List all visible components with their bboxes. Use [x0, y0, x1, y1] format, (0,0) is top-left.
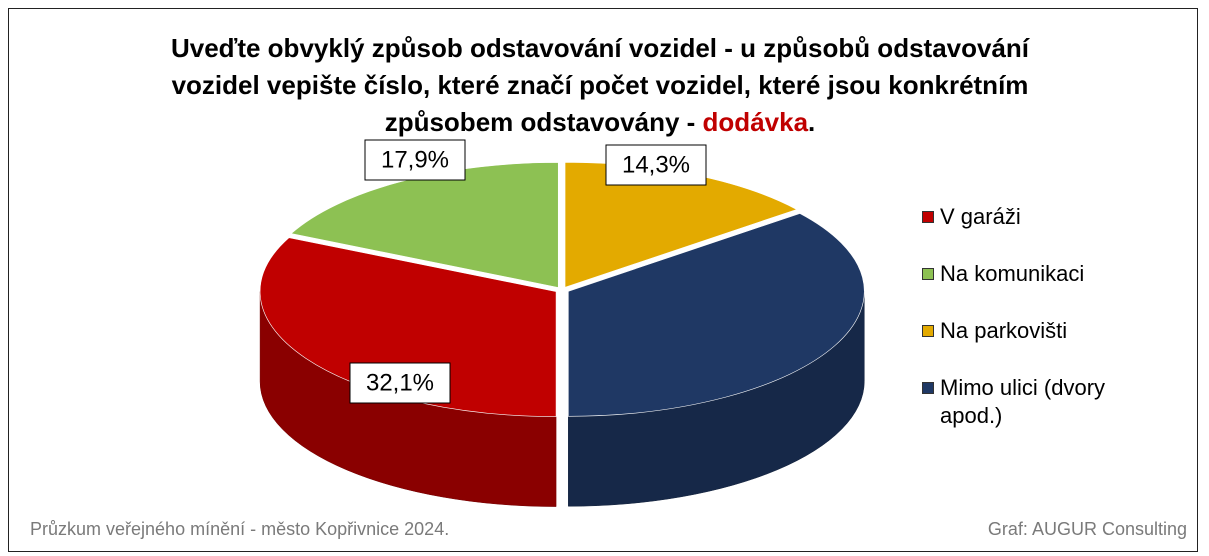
source-note: Průzkum veřejného mínění - město Kopřivn…	[30, 519, 450, 539]
title-end: .	[808, 107, 816, 137]
chart-frame	[8, 8, 1198, 552]
legend-item: Na komunikaci	[920, 260, 1135, 288]
legend-label: Mimo ulici (dvory apod.)	[940, 375, 1106, 428]
chart-title: Uveďte obvyklý způsob odstavování vozide…	[155, 30, 1045, 141]
legend-item: V garáži	[920, 203, 1135, 231]
legend: V garáži Na komunikaci Na parkovišti Mimo u…	[920, 203, 1135, 459]
legend-swatch	[922, 382, 934, 394]
legend-item: Mimo ulici (dvory apod.)	[920, 374, 1135, 430]
title-highlight: dodávka	[702, 107, 809, 137]
slice	[259, 237, 557, 417]
value-label: 14,3%	[622, 151, 690, 178]
legend-label: Na komunikaci	[940, 261, 1085, 286]
legend-swatch	[922, 211, 934, 223]
title-text: Uveďte obvyklý způsob odstavování vozide…	[170, 33, 1030, 137]
legend-swatch	[922, 325, 934, 337]
value-label-box	[364, 139, 466, 181]
value-label: 32,1%	[366, 369, 434, 396]
legend-label: Na parkovišti	[940, 318, 1068, 343]
slice-tops	[259, 162, 865, 417]
value-label-box	[605, 144, 707, 186]
value-label: 17,9%	[381, 146, 449, 173]
value-label-box	[349, 362, 451, 404]
slice	[290, 162, 559, 288]
slice	[568, 213, 865, 417]
legend-label: V garáži	[940, 204, 1021, 229]
legend-swatch	[922, 268, 934, 280]
legend-item: Na parkovišti	[920, 317, 1135, 345]
credit-note: Graf: AUGUR Consulting	[987, 519, 1187, 539]
